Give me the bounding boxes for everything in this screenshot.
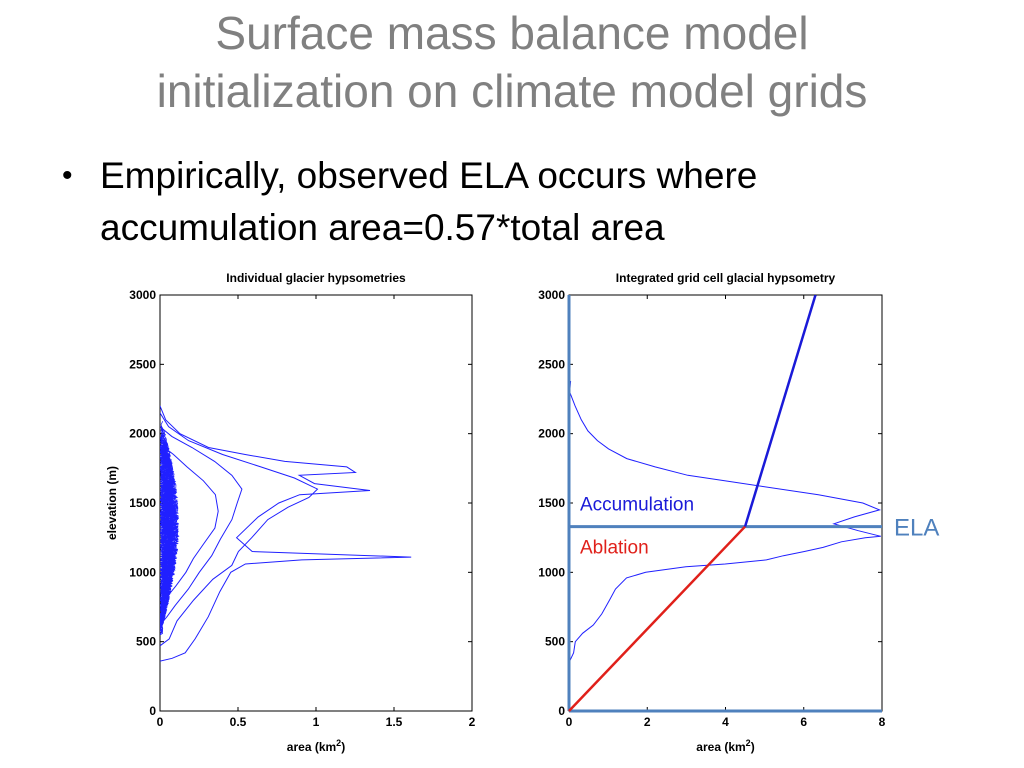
chart1-ytick-label: 0 — [558, 704, 565, 718]
chart0-ytick-label: 1000 — [129, 565, 156, 579]
chart0-dense-glacier-curves — [160, 421, 180, 636]
chart1-series-0-line — [569, 380, 882, 663]
chart0-ytick-label: 500 — [136, 635, 156, 649]
chart1-ytick-label: 1500 — [538, 496, 565, 510]
chart1-ytick-label: 3000 — [538, 288, 565, 302]
chart1-xtick-label: 8 — [879, 715, 886, 729]
chart0-ytick-label: 1500 — [129, 496, 156, 510]
chart0-series-0-line — [160, 405, 412, 662]
bullet-text: Empirically, observed ELA occurs where a… — [100, 155, 758, 248]
chart0-xtick-label: 1.5 — [386, 715, 403, 729]
chart0-xtick-label: 2 — [469, 715, 476, 729]
chart0-xtick-label: 0 — [157, 715, 164, 729]
chart0-series-2-line — [160, 426, 243, 626]
chart1-ytick-label: 2000 — [538, 427, 565, 441]
chart0-xtick-label: 1 — [313, 715, 320, 729]
chart1-xtick-label: 2 — [644, 715, 651, 729]
chart1-xtick-label: 4 — [722, 715, 729, 729]
chart1-accumulation-label: Accumulation — [580, 495, 694, 516]
chart1-xtick-label: 6 — [800, 715, 807, 729]
chart1-ytick-label: 2500 — [538, 357, 565, 371]
title-line-1: Surface mass balance model — [215, 7, 809, 59]
chart1-ablation-line — [568, 525, 746, 712]
chart1-ytick-label: 500 — [545, 635, 565, 649]
chart1-ytick-label: 1000 — [538, 565, 565, 579]
chart0-plot-frame — [159, 294, 473, 712]
chart0-series-1-line — [160, 412, 319, 647]
title-line-2: initialization on climate model grids — [156, 65, 868, 117]
chart1-xtick-label: 0 — [566, 715, 573, 729]
bullet-dot-icon: • — [62, 159, 73, 192]
chart0-ytick-label: 3000 — [129, 288, 156, 302]
chart0-series-3-line — [160, 444, 219, 606]
chart1-accumulation-line — [743, 295, 817, 527]
chart0-ylabel: elevation (m) — [105, 466, 119, 540]
chart1-title: Integrated grid cell glacial hypsometry — [616, 271, 836, 285]
chart0-ytick-label: 2000 — [129, 427, 156, 441]
chart0-title: Individual glacier hypsometries — [226, 271, 406, 285]
chart1-ela-label: ELA — [894, 515, 939, 542]
slide-title: Surface mass balance model initializatio… — [0, 4, 1024, 120]
chart0-xtick-label: 0.5 — [230, 715, 247, 729]
chart0-ytick-label: 2500 — [129, 357, 156, 371]
chart0-xlabel: area (km2) — [287, 738, 345, 754]
chart1-xlabel: area (km2) — [696, 738, 754, 754]
chart1-ablation-label: Ablation — [580, 538, 649, 559]
chart0-ytick-label: 0 — [149, 704, 156, 718]
